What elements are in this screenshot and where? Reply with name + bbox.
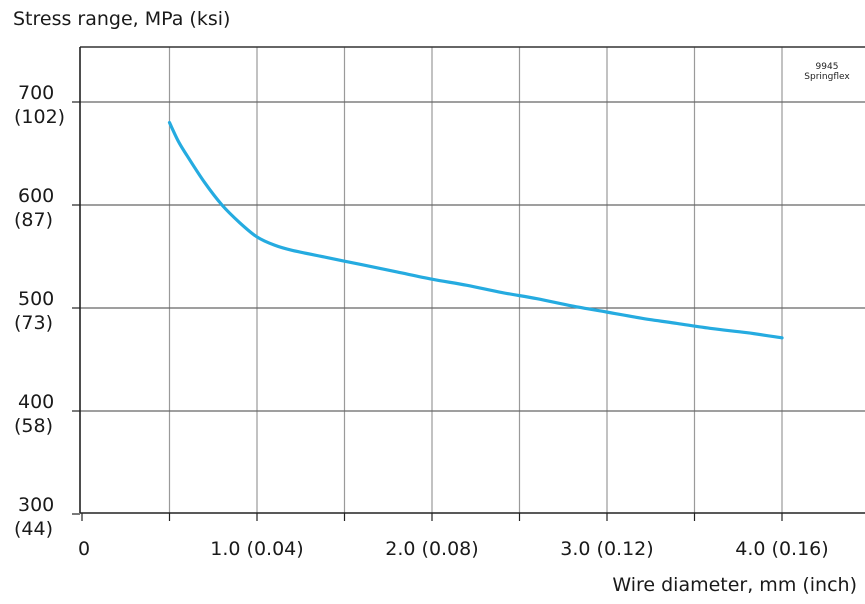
y-tick-sublabel: (73): [14, 312, 53, 334]
chart-annotation: 9945 Springflex: [804, 62, 850, 82]
x-tick-label: 2.0 (0.08): [385, 538, 478, 560]
x-tick-label: 4.0 (0.16): [735, 538, 828, 560]
x-tick-label: 3.0 (0.12): [560, 538, 653, 560]
y-tick-sublabel: (102): [14, 106, 65, 128]
y-tick-label: 700: [18, 82, 54, 104]
y-tick-sublabel: (58): [14, 415, 53, 437]
x-tick-label: 0: [78, 538, 90, 560]
series-line: [167, 121, 784, 340]
x-tick-label: 1.0 (0.04): [210, 538, 303, 560]
chart-title: Stress range, MPa (ksi): [13, 8, 231, 30]
y-tick-sublabel: (44): [14, 518, 53, 540]
y-tick-label: 600: [18, 185, 54, 207]
x-axis-label: Wire diameter, mm (inch): [612, 574, 857, 596]
y-tick-label: 300: [18, 494, 54, 516]
y-tick-label: 400: [18, 391, 54, 413]
y-tick-label: 500: [18, 288, 54, 310]
y-tick-sublabel: (87): [14, 209, 53, 231]
